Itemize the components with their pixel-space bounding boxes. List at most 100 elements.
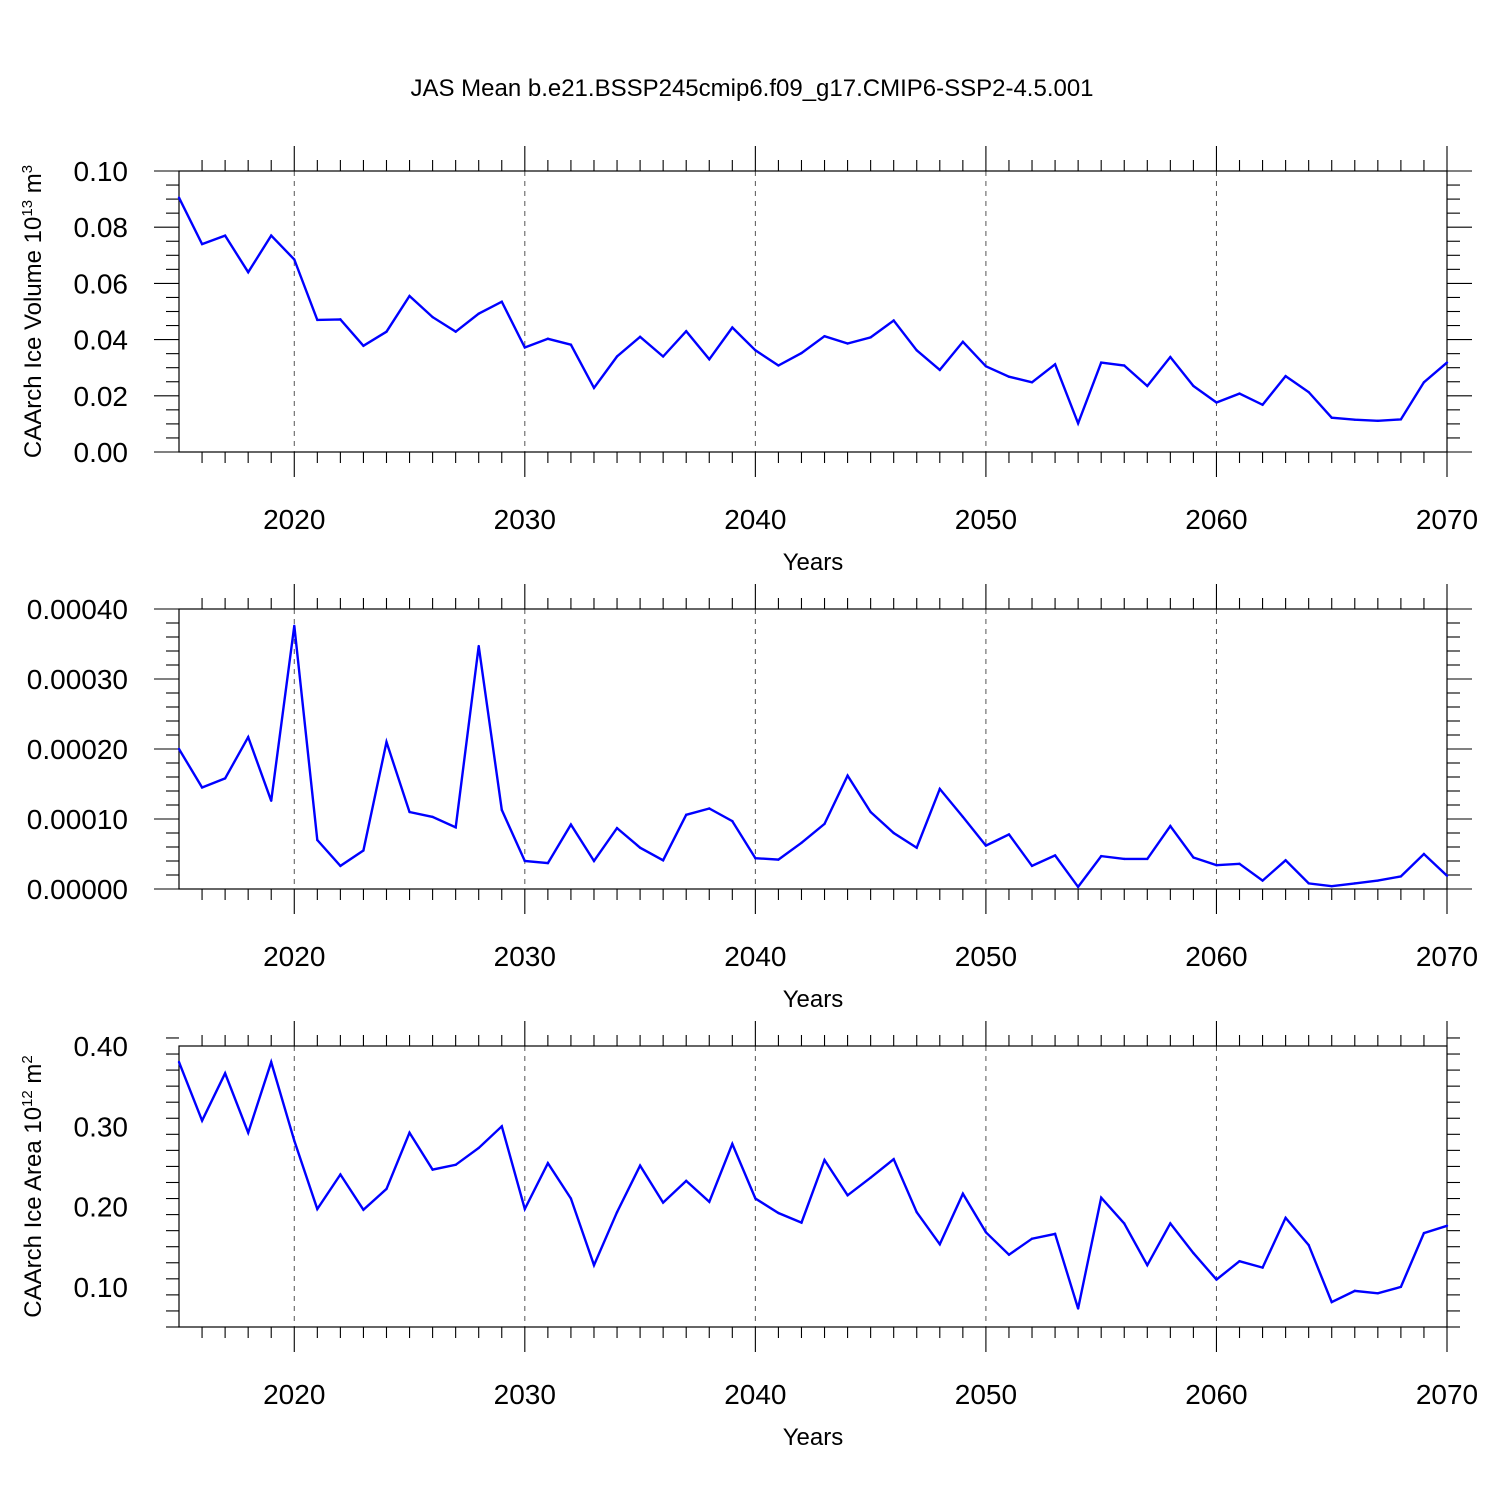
data-point: [915, 349, 918, 352]
data-point: [661, 1201, 665, 1204]
y-tick-label: 0.08: [74, 212, 129, 243]
data-point: [1399, 418, 1403, 421]
x-tick-label: 2060: [1185, 1379, 1247, 1410]
y-axis-label: CAArch Ice Volume 1013 m3: [19, 165, 47, 458]
y-axis-label-exponent: 13: [19, 200, 36, 217]
data-point: [685, 813, 688, 816]
data-point: [777, 1211, 780, 1215]
data-point: [938, 1243, 941, 1246]
data-point: [1330, 1300, 1333, 1304]
data-point: [246, 1131, 250, 1134]
data-point: [1445, 1224, 1449, 1228]
data-point: [523, 859, 527, 863]
data-point: [1099, 1196, 1103, 1199]
data-point: [1053, 363, 1057, 366]
data-point: [1007, 375, 1011, 378]
data-point: [1307, 1243, 1310, 1247]
data-point: [569, 1197, 573, 1200]
y-axis-label-unit: m: [20, 1064, 47, 1091]
data-point: [270, 1060, 273, 1064]
y-tick-label: 0.00010: [27, 804, 128, 835]
x-tick-label: 2020: [263, 504, 325, 535]
y-tick-label: 0.06: [74, 268, 129, 299]
data-point: [961, 340, 965, 344]
data-point: [754, 857, 757, 860]
data-point: [1238, 862, 1241, 865]
data-point: [1053, 1232, 1057, 1236]
data-point: [615, 355, 619, 358]
data-point: [846, 1194, 849, 1197]
y-tick-label: 0.10: [74, 156, 129, 187]
x-tick-label: 2040: [724, 504, 786, 535]
data-point: [177, 747, 181, 751]
data-point: [500, 300, 503, 303]
data-point: [1123, 1222, 1126, 1225]
data-point: [846, 774, 849, 777]
y-axis-label-text: CAArch Ice Volume 10: [20, 217, 47, 458]
data-point: [708, 358, 711, 361]
data-point: [293, 258, 296, 261]
data-point: [200, 242, 204, 246]
data-point: [1330, 885, 1333, 888]
data-point: [592, 386, 596, 390]
data-point: [177, 1060, 181, 1064]
y-tick-label: 0.00: [74, 437, 129, 468]
data-point: [500, 808, 503, 812]
data-point: [316, 1207, 319, 1211]
data-point: [1422, 381, 1426, 384]
data-point: [1169, 355, 1172, 359]
data-point: [270, 799, 273, 802]
data-point: [777, 364, 780, 367]
data-point: [1030, 381, 1034, 384]
data-point: [1076, 1307, 1080, 1310]
data-point: [638, 1164, 642, 1167]
data-point: [800, 1221, 803, 1224]
data-point: [223, 777, 227, 780]
data-point: [1422, 852, 1426, 856]
data-point: [984, 844, 988, 847]
y-tick-label: 0.00040: [27, 594, 128, 625]
data-point: [685, 329, 688, 333]
data-point: [777, 858, 780, 861]
data-point: [592, 1263, 596, 1267]
data-point: [223, 234, 227, 237]
data-point: [1030, 1237, 1034, 1240]
data-point: [408, 810, 411, 814]
data-point: [961, 1192, 965, 1195]
data-point: [362, 849, 365, 852]
chart-panel-2: 2020 2030 2040 2050 2060 2070 Years 0.00000 0.00…: [27, 584, 1478, 1013]
data-point: [1030, 864, 1034, 868]
data-point: [1284, 1216, 1287, 1220]
data-point: [915, 1210, 918, 1214]
data-point: [1445, 874, 1449, 877]
data-point: [316, 838, 319, 842]
data-point: [293, 1139, 296, 1142]
data-point: [731, 1142, 734, 1146]
y-tick-label: 0.20: [74, 1192, 129, 1223]
data-point: [1192, 384, 1195, 388]
data-point: [1307, 882, 1310, 885]
x-tick-label: 2070: [1416, 941, 1478, 972]
data-point: [431, 315, 434, 319]
data-point: [546, 861, 550, 865]
data-point: [385, 740, 388, 744]
data-point: [362, 1208, 365, 1211]
data-point: [823, 1158, 826, 1162]
figure-title: JAS Mean b.e21.BSSP245cmip6.f09_g17.CMIP…: [410, 75, 1093, 102]
data-point: [1146, 1263, 1149, 1267]
data-point: [523, 1207, 527, 1211]
x-tick-label: 2070: [1416, 504, 1478, 535]
data-point: [1099, 361, 1103, 364]
data-point: [362, 344, 365, 347]
data-point: [454, 330, 457, 333]
data-point: [615, 1210, 619, 1214]
x-tick-label: 2020: [263, 941, 325, 972]
data-point: [339, 1173, 342, 1176]
y-tick-label: 0.30: [74, 1111, 129, 1142]
x-axis-label: Years: [783, 986, 844, 1013]
y-axis-label-unit-exponent: 2: [19, 1055, 36, 1063]
y-tick-label: 0.02: [74, 381, 129, 412]
data-point: [915, 846, 918, 849]
data-point: [1192, 856, 1195, 859]
data-point: [800, 351, 803, 355]
